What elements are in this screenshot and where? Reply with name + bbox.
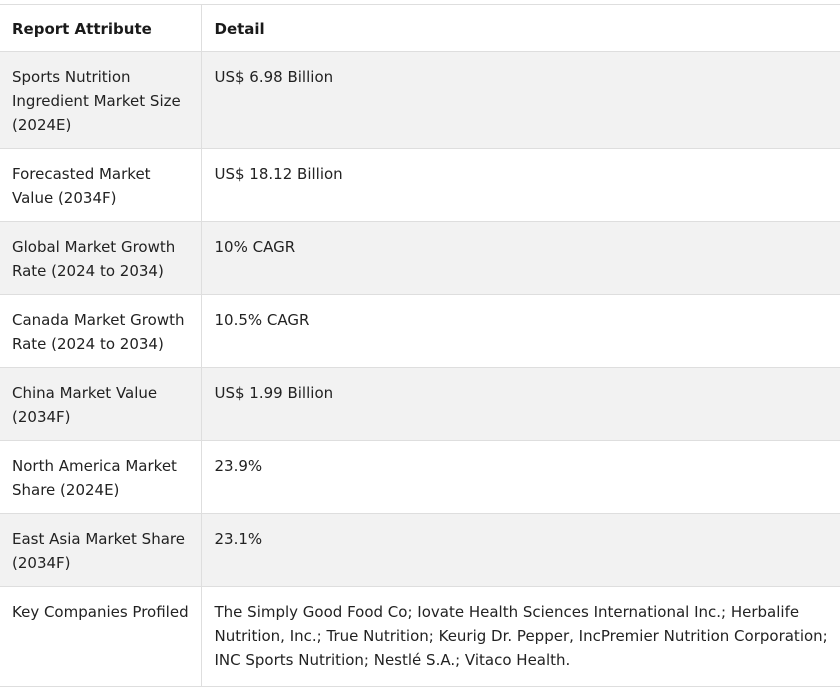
column-header-attribute: Report Attribute: [0, 4, 201, 52]
table-row: Global Market Growth Rate (2024 to 2034)…: [0, 221, 840, 295]
attribute-cell: China Market Value (2034F): [0, 367, 201, 441]
detail-cell: 23.9%: [200, 440, 840, 514]
attribute-cell: Forecasted Market Value (2034F): [0, 148, 201, 222]
detail-cell: 10.5% CAGR: [200, 294, 840, 368]
detail-cell: US$ 6.98 Billion: [200, 51, 840, 149]
attribute-cell: Global Market Growth Rate (2024 to 2034): [0, 221, 201, 295]
attribute-cell: Sports Nutrition Ingredient Market Size …: [0, 51, 201, 149]
detail-cell: The Simply Good Food Co; Iovate Health S…: [200, 586, 840, 687]
attribute-cell: North America Market Share (2024E): [0, 440, 201, 514]
table-row: Forecasted Market Value (2034F) US$ 18.1…: [0, 148, 840, 222]
report-attribute-table: Report Attribute Detail Sports Nutrition…: [0, 4, 840, 687]
table-row: East Asia Market Share (2034F) 23.1%: [0, 513, 840, 587]
detail-cell: 23.1%: [200, 513, 840, 587]
table-row: China Market Value (2034F) US$ 1.99 Bill…: [0, 367, 840, 441]
attribute-cell: Key Companies Profiled: [0, 586, 201, 687]
table-row: Canada Market Growth Rate (2024 to 2034)…: [0, 294, 840, 368]
table-header-row: Report Attribute Detail: [0, 4, 840, 52]
detail-cell: US$ 18.12 Billion: [200, 148, 840, 222]
table-row: Sports Nutrition Ingredient Market Size …: [0, 51, 840, 149]
attribute-cell: East Asia Market Share (2034F): [0, 513, 201, 587]
detail-cell: 10% CAGR: [200, 221, 840, 295]
table-row: Key Companies Profiled The Simply Good F…: [0, 586, 840, 687]
attribute-cell: Canada Market Growth Rate (2024 to 2034): [0, 294, 201, 368]
detail-cell: US$ 1.99 Billion: [200, 367, 840, 441]
table-row: North America Market Share (2024E) 23.9%: [0, 440, 840, 514]
column-header-detail: Detail: [200, 4, 840, 52]
